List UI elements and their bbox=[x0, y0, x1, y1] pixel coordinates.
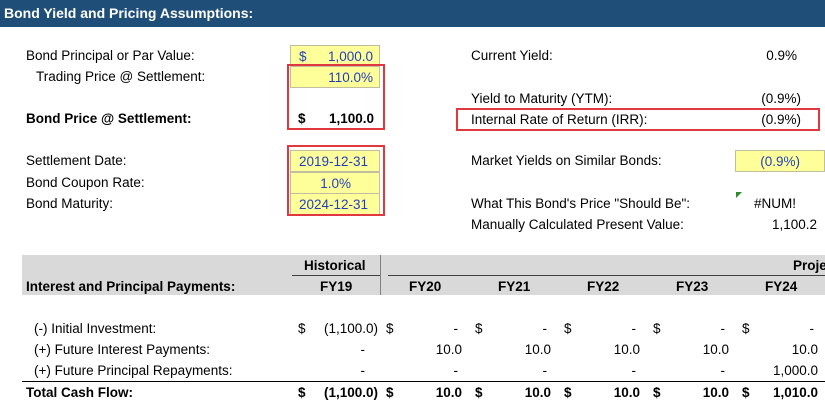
coupon-rate-label: Bond Coupon Rate: bbox=[26, 175, 145, 190]
bond-maturity-value: 2024-12-31 bbox=[299, 197, 369, 212]
historical-underline bbox=[292, 275, 380, 276]
total-separator bbox=[22, 381, 825, 382]
current-yield-label: Current Yield: bbox=[471, 48, 553, 63]
table-cell[interactable]: - bbox=[453, 363, 459, 378]
table-cell[interactable]: - bbox=[809, 321, 815, 336]
present-value-label: Manually Calculated Present Value: bbox=[471, 217, 684, 232]
current-yield-value[interactable]: 0.9% bbox=[766, 48, 797, 63]
bond-price-currency: $ bbox=[298, 111, 306, 126]
section-header: Bond Yield and Pricing Assumptions: bbox=[0, 0, 825, 27]
ytm-label: Yield to Maturity (YTM): bbox=[471, 91, 613, 106]
should-be-label: What This Bond's Price "Should Be": bbox=[471, 196, 691, 211]
cell-currency: $ bbox=[564, 385, 572, 400]
year-header-fy23: FY23 bbox=[676, 279, 709, 294]
year-header-fy22: FY22 bbox=[587, 279, 620, 294]
settlement-date-cell[interactable]: 2019-12-31 bbox=[290, 150, 380, 172]
column-divider bbox=[380, 255, 381, 295]
present-value-value[interactable]: 1,100.2 bbox=[771, 217, 817, 232]
bond-maturity-cell[interactable]: 2024-12-31 bbox=[290, 193, 380, 215]
table-cell[interactable]: 10.0 bbox=[524, 342, 551, 357]
settlement-date-value: 2019-12-31 bbox=[299, 154, 369, 169]
table-cell[interactable]: 10.0 bbox=[613, 385, 640, 400]
historical-label: Historical bbox=[304, 258, 366, 273]
projected-label: Proje bbox=[793, 258, 825, 273]
year-header-fy20: FY20 bbox=[409, 279, 442, 294]
table-cell[interactable]: - bbox=[360, 363, 366, 378]
irr-value[interactable]: (0.9%) bbox=[761, 112, 801, 127]
table-cell[interactable]: - bbox=[360, 342, 366, 357]
table-cell[interactable]: 10.0 bbox=[524, 385, 551, 400]
cell-currency: $ bbox=[653, 321, 661, 336]
row-label-total-cash-flow: Total Cash Flow: bbox=[26, 385, 133, 400]
irr-label: Internal Rate of Return (IRR): bbox=[471, 112, 648, 127]
trading-price-value: 110.0% bbox=[328, 70, 373, 85]
highlight-irr-box bbox=[456, 108, 820, 131]
cell-currency: $ bbox=[475, 321, 483, 336]
cell-currency: $ bbox=[742, 385, 750, 400]
table-cell[interactable]: - bbox=[631, 363, 637, 378]
cell-currency: $ bbox=[475, 385, 483, 400]
table-cell[interactable]: 10.0 bbox=[613, 342, 640, 357]
table-cell[interactable]: - bbox=[542, 321, 548, 336]
par-currency: $ bbox=[299, 49, 307, 64]
cell-currency: $ bbox=[386, 385, 394, 400]
cell-currency: $ bbox=[564, 321, 572, 336]
bond-maturity-label: Bond Maturity: bbox=[26, 196, 114, 211]
table-cell[interactable]: 10.0 bbox=[435, 342, 462, 357]
market-yields-cell[interactable]: (0.9%) bbox=[735, 150, 825, 172]
par-value: 1,000.0 bbox=[327, 49, 373, 64]
row-label-initial-investment: (-) Initial Investment: bbox=[34, 321, 157, 336]
table-cell[interactable]: - bbox=[631, 321, 637, 336]
table-cell[interactable]: 1,010.0 bbox=[772, 385, 818, 400]
should-be-value[interactable]: #NUM! bbox=[753, 196, 796, 211]
projected-underline bbox=[388, 275, 825, 276]
highlight-price-box bbox=[287, 64, 385, 130]
market-yields-value: (0.9%) bbox=[760, 154, 800, 169]
year-header-fy21: FY21 bbox=[498, 279, 531, 294]
table-cell[interactable]: (1,100.0) bbox=[323, 321, 378, 336]
market-yields-label: Market Yields on Similar Bonds: bbox=[471, 153, 662, 168]
cell-currency: $ bbox=[298, 321, 306, 336]
table-cell[interactable]: - bbox=[453, 321, 459, 336]
year-header-fy19: FY19 bbox=[320, 279, 353, 294]
ytm-value[interactable]: (0.9%) bbox=[761, 91, 801, 106]
par-value-label: Bond Principal or Par Value: bbox=[26, 48, 195, 63]
table-title: Interest and Principal Payments: bbox=[26, 279, 236, 294]
table-cell[interactable]: 1,000.0 bbox=[772, 363, 818, 378]
cell-currency: $ bbox=[386, 321, 394, 336]
coupon-rate-value: 1.0% bbox=[320, 176, 351, 191]
year-header-fy24: FY24 bbox=[765, 279, 798, 294]
table-cell[interactable]: - bbox=[720, 363, 726, 378]
bond-price-value[interactable]: 1,100.0 bbox=[328, 111, 374, 126]
table-cell[interactable]: - bbox=[720, 321, 726, 336]
table-cell[interactable]: 10.0 bbox=[791, 342, 818, 357]
trading-price-label: Trading Price @ Settlement: bbox=[36, 69, 206, 84]
row-label-interest-payments: (+) Future Interest Payments: bbox=[34, 342, 210, 357]
row-label-principal-repayments: (+) Future Principal Repayments: bbox=[34, 363, 233, 378]
section-title: Bond Yield and Pricing Assumptions: bbox=[4, 5, 254, 21]
settlement-date-label: Settlement Date: bbox=[26, 153, 127, 168]
table-cell[interactable]: 10.0 bbox=[702, 342, 729, 357]
highlight-dates-box bbox=[287, 145, 385, 216]
table-cell[interactable]: 10.0 bbox=[435, 385, 462, 400]
table-cell[interactable]: (1,100.0) bbox=[323, 385, 378, 400]
cell-currency: $ bbox=[298, 385, 306, 400]
cell-currency: $ bbox=[653, 385, 661, 400]
table-cell[interactable]: 10.0 bbox=[702, 385, 729, 400]
table-cell[interactable]: - bbox=[542, 363, 548, 378]
trading-price-cell[interactable]: 110.0% bbox=[290, 66, 380, 88]
bond-price-label: Bond Price @ Settlement: bbox=[26, 111, 192, 126]
comment-indicator-icon bbox=[736, 192, 742, 198]
cell-currency: $ bbox=[742, 321, 750, 336]
